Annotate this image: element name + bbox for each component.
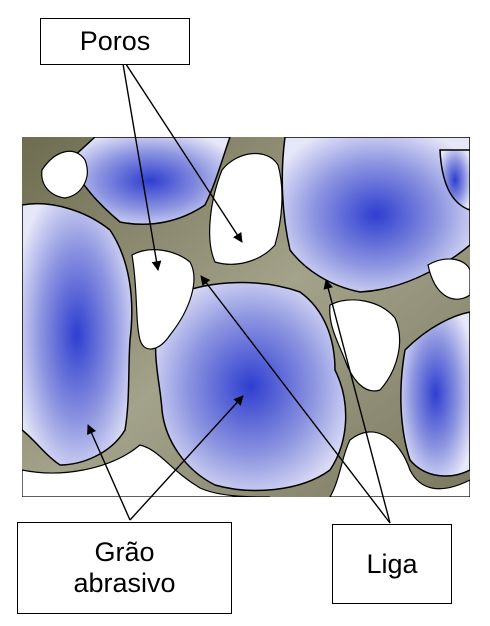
label-bond-text: Liga (366, 548, 418, 579)
label-grain-line2: abrasivo (73, 568, 176, 598)
arrow-grain-2 (129, 395, 244, 521)
pore (329, 299, 401, 392)
arrow-grain-1 (87, 424, 131, 521)
label-bond: Liga (332, 524, 452, 604)
label-pores: Poros (40, 18, 190, 65)
arrow-bond-1 (200, 275, 391, 524)
abrasive-grain (154, 281, 347, 492)
pore (22, 444, 271, 497)
abrasive-grain (22, 203, 133, 466)
label-grain-line1: Grão (94, 537, 155, 567)
arrow-bond-2 (323, 279, 391, 524)
arrow-pores-2 (121, 57, 243, 243)
abrasive-grain (400, 311, 470, 477)
abrasive-grain (69, 137, 231, 225)
label-abrasive-grain: Grão abrasivo (17, 522, 232, 614)
pore (427, 258, 470, 300)
label-pores-text: Poros (79, 26, 151, 56)
arrow-pores-1 (121, 57, 162, 271)
pore (209, 152, 283, 265)
pore (329, 431, 470, 497)
pore (41, 150, 88, 199)
abrasive-grain (439, 149, 470, 211)
pore (131, 249, 195, 350)
arrows (87, 57, 391, 524)
microstructure (22, 137, 470, 497)
